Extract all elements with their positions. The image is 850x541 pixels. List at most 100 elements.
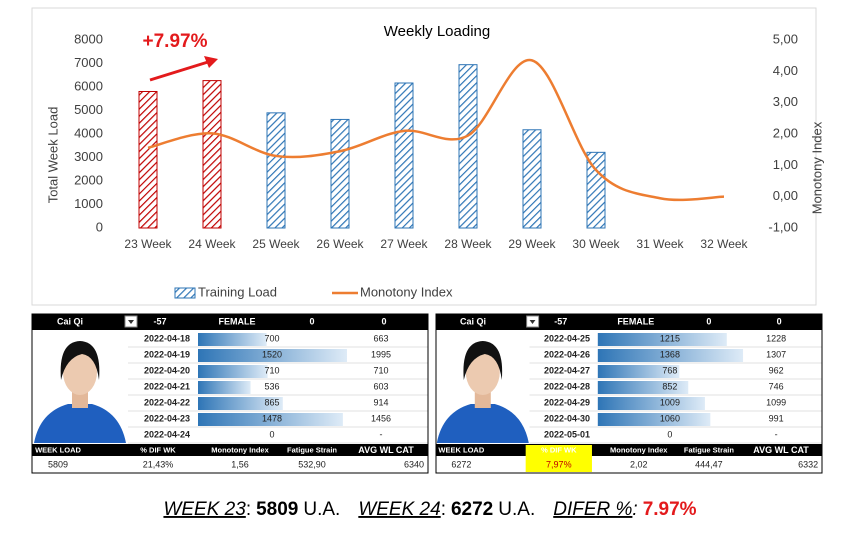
footer-value: 5809 [48,459,68,469]
y-tick-label: 2000 [74,172,103,187]
y2-tick-label: 4,00 [773,63,798,78]
data-bar [198,381,251,394]
y-tick-label: 5000 [74,102,103,117]
bar [266,112,286,229]
panel-border [31,313,429,474]
row-load: 536 [264,381,279,391]
bar [458,64,478,229]
y-axis-title: Total Week Load [45,107,60,204]
athlete-weight: -57 [554,316,567,326]
header-value: 0 [777,316,782,326]
x-tick-label: 32 Week [700,237,748,251]
x-tick-label: 26 Week [316,237,364,251]
row-load: 1215 [660,333,680,343]
row-date: 2022-04-28 [544,381,590,391]
y-tick-label: 1000 [74,196,103,211]
row-load: 0 [269,429,274,439]
summary-value: 7.97% [643,499,697,520]
y-tick-label: 3000 [74,149,103,164]
row-date: 2022-04-22 [144,397,190,407]
chart-frame [31,7,817,306]
bar [330,118,350,229]
x-tick-label: 29 Week [508,237,556,251]
y2-tick-label: 0,00 [773,188,798,203]
row-value: 991 [769,413,784,423]
footer-header: WEEK LOAD [438,445,484,454]
footer-header: Fatigue Strain [287,445,337,454]
row-load: 0 [667,429,672,439]
x-tick-label: 27 Week [380,237,428,251]
y2-tick-label: -1,00 [768,219,798,234]
row-load: 1478 [262,413,282,423]
row-date: 2022-04-29 [544,397,590,407]
row-value: 710 [373,365,388,375]
x-tick-label: 30 Week [572,237,620,251]
data-bar [597,397,705,410]
row-value: 746 [769,381,784,391]
row-date: 2022-04-25 [544,333,590,343]
row-date: 2022-04-18 [144,333,190,343]
footer-header: WEEK LOAD [35,445,81,454]
header-value: 0 [706,316,711,326]
bar [138,90,158,229]
header-value: 0 [381,316,386,326]
x-tick-label: 25 Week [252,237,300,251]
summary-unit: U.A. [498,499,535,520]
footer-header-bg [32,444,428,456]
photo-shirt [34,404,126,443]
photo-hair [463,341,503,380]
row-load: 865 [264,397,279,407]
row-load: 852 [662,381,677,391]
row-load: 1520 [262,349,282,359]
footer-value: 21,43% [143,459,174,469]
row-value: 663 [373,333,388,343]
footer-value: 7,97% [546,459,572,469]
athlete-gender: FEMALE [219,316,256,326]
photo-face [465,349,500,395]
athlete-weight: -57 [153,316,166,326]
y2-tick-label: 1,00 [773,157,798,172]
summary-separator: : [246,499,251,520]
data-bar [198,397,283,410]
row-date: 2022-04-27 [544,365,590,375]
summary-label: WEEK 23 [163,499,246,520]
athlete-name: Cai Qi [57,316,83,326]
bar [522,129,542,229]
row-load: 1060 [660,413,680,423]
panel-border [435,313,823,474]
annotation-arrow [149,60,209,82]
data-bar [198,349,347,362]
row-value: - [380,429,383,439]
row-value: 1099 [766,397,786,407]
footer-value: 1,56 [231,459,249,469]
bar [394,82,414,229]
dropdown-arrow [128,320,134,324]
data-bar [198,333,267,346]
footer-header: Monotony Index [211,445,269,454]
athlete-panel: Cai Qi -57 FEMALE 0 0 2022-04-18 700 663 2022-04… [31,313,429,474]
row-date: 2022-04-24 [144,429,190,439]
highlight-cell [525,445,592,472]
row-date: 2022-04-19 [144,349,190,359]
photo-hair [60,341,100,380]
row-value: 1228 [766,333,786,343]
summary-line: WEEK 23: 5809 U.A. WEEK 24: 6272 U.A. DIFER %:… [163,499,696,520]
annotation: +7.97% [143,31,208,52]
summary-value: 6272 [451,499,493,520]
row-date: 2022-05-01 [544,429,590,439]
footer-header: AVG WL CAT [358,445,414,455]
y2-tick-label: 5,00 [773,31,798,46]
data-bar [198,413,343,426]
footer-value: 532,90 [298,459,326,469]
row-load: 710 [264,365,279,375]
y-tick-label: 8000 [74,31,103,46]
footer-header: Fatigue Strain [684,445,734,454]
row-load: 768 [662,365,677,375]
row-load: 1368 [660,349,680,359]
data-bar [198,365,268,378]
x-tick-label: 28 Week [444,237,492,251]
row-value: 914 [373,397,388,407]
legend-label: Training Load [198,284,277,299]
data-bar [597,365,680,378]
